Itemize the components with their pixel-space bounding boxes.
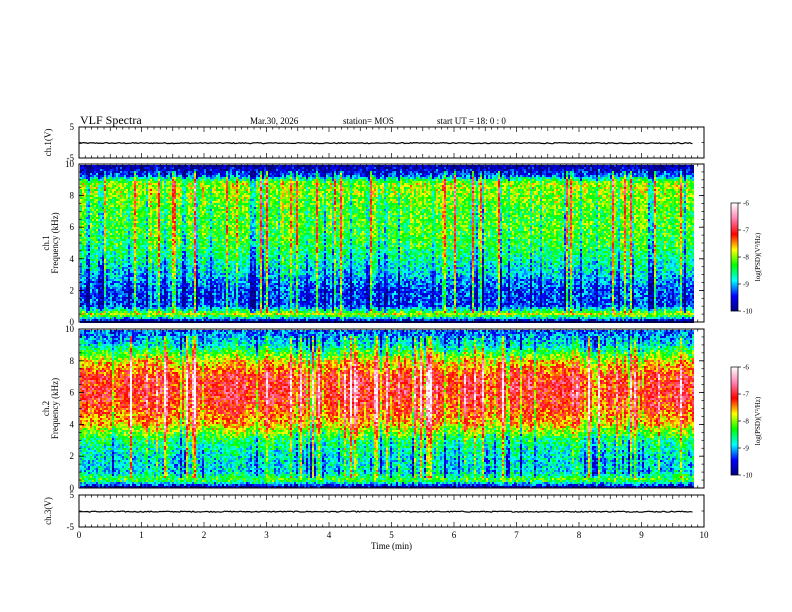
x-axis-label: Time (min) [371,541,412,551]
y-tick-label: 10 [65,324,75,334]
spectrogram-image [80,330,694,488]
colorbar-label: log(PSD)(V²/Hz) [754,396,762,445]
waveform-line [79,511,693,512]
y-axis-label: ch.3(V) [43,497,53,525]
x-tick-label: 5 [389,530,394,540]
colorbar-tick-label: -9 [743,281,749,289]
colorbar-tick-label: -8 [743,418,749,426]
colorbar-tick-label: -10 [743,472,753,480]
colorbar-label: log(PSD)(V²/Hz) [754,232,762,281]
x-tick-label: 2 [202,530,207,540]
ch2-colorbar: -6 -7 -8 -9 -10 log(PSD)(V²/Hz) [731,364,762,480]
y-tick-label: 2 [70,285,75,295]
x-tick-label: 4 [327,530,332,540]
y-tick-label: 8 [70,356,75,366]
y-tick-label: 4 [70,254,75,264]
colorbar-tick-label: -7 [743,227,749,235]
x-tick-label: 9 [639,530,644,540]
y-axis-label: ch.1(V) [43,129,53,157]
x-tick-label: 8 [577,530,582,540]
x-tick-label: 7 [514,530,519,540]
y-tick-label: 8 [70,191,75,201]
spectrogram-image [80,165,694,323]
ch1-waveform-panel: 5‑5ch.1(V) [43,122,704,163]
ch3-waveform-panel: 5 ‑5 ch.3(V) 0 1 2 3 4 5 6 7 8 9 10 Time (min) [43,490,709,551]
colorbar-tick-label: -9 [743,445,749,453]
x-tick-label: 1 [139,530,144,540]
y-tick-label: ‑5 [67,522,75,532]
y-tick-label: 6 [70,222,75,232]
colorbar-tick-label: -6 [743,364,749,372]
y-tick-label: 6 [70,388,75,398]
colorbar-tick-label: -10 [743,308,753,316]
y-axis-label: Frequency (kHz) [50,212,60,273]
waveform-line [79,143,693,144]
x-tick-label: 3 [264,530,269,540]
x-tick-label: 0 [77,530,82,540]
y-tick-label: 5 [70,122,75,132]
y-tick-label: 5 [70,490,75,500]
colorbar-tick-label: -7 [743,391,749,399]
x-tick-label: 6 [452,530,457,540]
y-axis-label: Frequency (kHz) [50,378,60,439]
colorbar-tick-label: -8 [743,254,749,262]
x-tick-label: 10 [700,530,710,540]
colorbar-tick-label: -6 [743,200,749,208]
y-tick-label: 4 [70,419,75,429]
ch1-colorbar: -6 -7 -8 -9 -10 log(PSD)(V²/Hz) [731,200,762,316]
y-tick-label: 10 [65,159,75,169]
y-tick-label: 2 [70,451,75,461]
